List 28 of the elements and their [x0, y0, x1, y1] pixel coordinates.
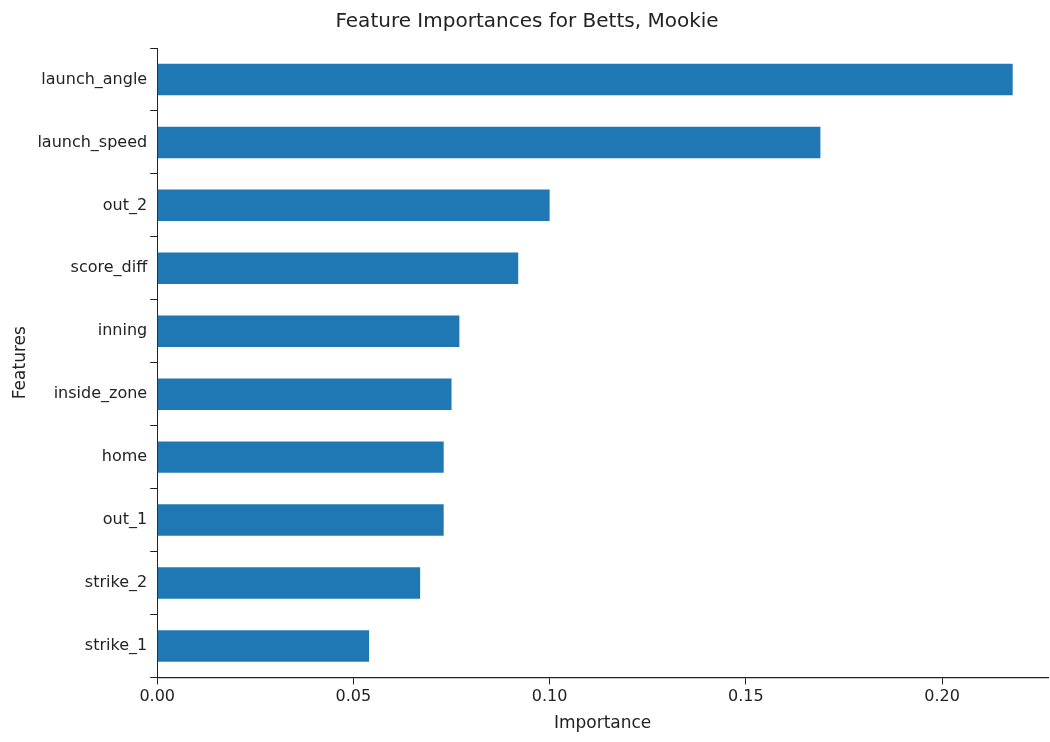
bar	[157, 189, 550, 222]
bar	[157, 630, 370, 662]
x-tick-label: 0.15	[728, 686, 764, 706]
x-tick-label: 0.00	[139, 686, 176, 706]
bar	[157, 252, 519, 285]
y-tick-label: launch_angle	[41, 68, 148, 89]
bar	[157, 504, 444, 536]
x-axis-title: Importance	[553, 712, 652, 733]
bar	[157, 378, 452, 410]
y-tick-label: home	[101, 446, 148, 466]
bar	[157, 567, 421, 599]
y-tick-label: out_2	[102, 194, 148, 215]
y-tick-label: strike_1	[84, 635, 148, 656]
bar	[157, 126, 821, 159]
x-tick-label: 0.10	[531, 686, 568, 706]
x-tick-label: 0.20	[924, 686, 960, 706]
bar	[157, 315, 460, 347]
y-axis-title: Features	[8, 326, 29, 400]
chart-title: Feature Importances for Betts, Mookie	[335, 8, 719, 33]
y-tick-label: launch_speed	[37, 131, 148, 152]
y-tick-label: inside_zone	[53, 383, 148, 404]
bar	[157, 63, 1013, 96]
y-tick-label: score_diff	[70, 257, 149, 278]
y-tick-label: strike_2	[84, 572, 148, 593]
y-tick-label: out_1	[102, 509, 148, 530]
x-tick-label: 0.05	[335, 686, 372, 706]
y-tick-label: inning	[97, 320, 148, 340]
bar	[157, 441, 444, 473]
